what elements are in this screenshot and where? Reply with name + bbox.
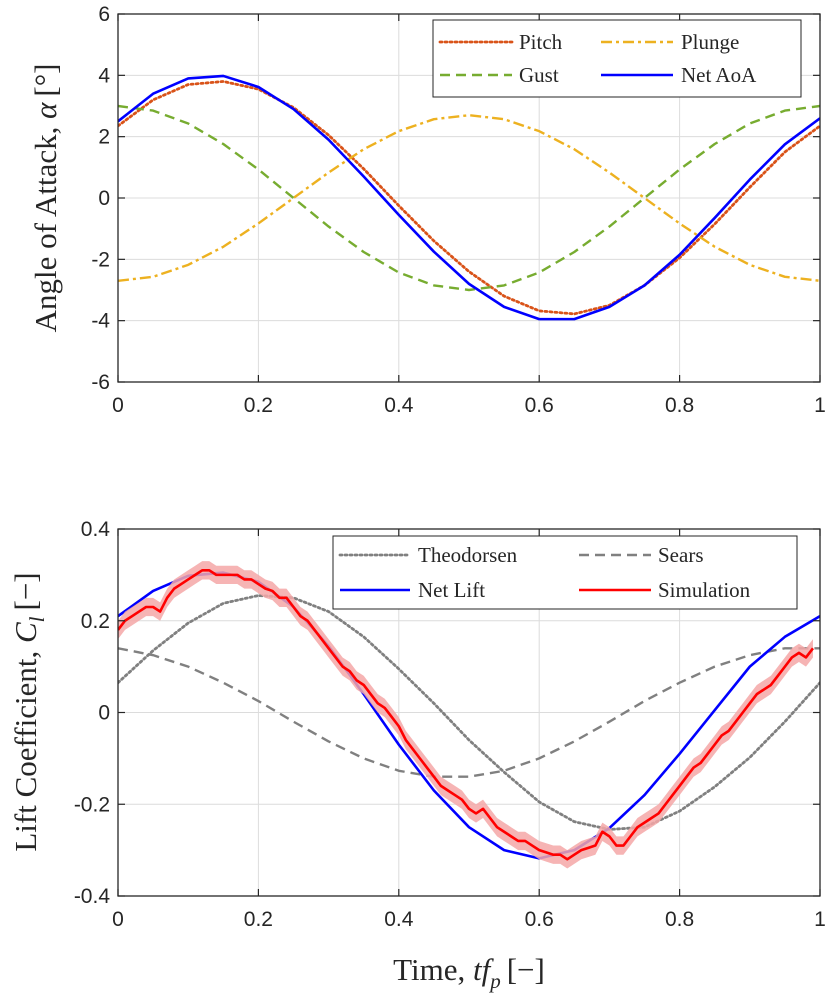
series-line-net-aoa [118, 74, 820, 321]
ticks-bottom: 0 0.2 0.4 0.6 0.8 1 -0.4 -0.2 0 0.2 0.4 [74, 518, 826, 931]
series-line-gust [118, 104, 820, 292]
x-tick-label-top: 0.4 [384, 394, 414, 417]
series-band-simulation [118, 561, 813, 869]
x-tick-label-top: 0.6 [525, 394, 554, 417]
legend-label-plunge: Plunge [681, 30, 739, 54]
legend-label-net-lift: Net Lift [418, 578, 485, 602]
y-tick-label-top: 4 [98, 64, 110, 87]
x-tick-label-bottom: 0.6 [525, 908, 554, 931]
legend-top: Pitch Plunge Gust Net AoA [432, 19, 802, 98]
series-group-top [118, 74, 820, 321]
x-tick-label-top: 0 [112, 394, 124, 417]
x-tick-label-bottom: 0.2 [244, 908, 273, 931]
y-tick-label-bottom: 0 [98, 702, 110, 725]
x-tick-label-top: 0.8 [665, 394, 694, 417]
x-tick-label-bottom: 0 [112, 908, 124, 931]
series-line-simulation [118, 568, 815, 861]
x-tick-label-bottom: 0.8 [665, 908, 694, 931]
y-tick-label-bottom: 0.2 [81, 610, 110, 633]
ticks-top: 0 0.2 0.4 0.6 0.8 1 -6 -4 -2 0 2 4 6 [91, 3, 826, 417]
legend-box-bottom [332, 535, 798, 610]
series-line-theodorsen [118, 594, 820, 831]
legend-bottom: Theodorsen Sears Net Lift Simulation [332, 535, 798, 610]
y-tick-label-top: -6 [91, 371, 110, 394]
y-axis-label-top: Angle of Attack, α[°] [28, 64, 63, 333]
y-tick-label-top: 2 [98, 126, 110, 149]
x-axis-label: Time, tfp [−] [393, 952, 545, 993]
x-tick-label-bottom: 0.4 [384, 908, 414, 931]
y-tick-label-bottom: -0.4 [74, 885, 111, 908]
y-tick-label-bottom: 0.4 [81, 518, 111, 541]
legend-label-pitch: Pitch [519, 30, 563, 54]
y-tick-label-top: -4 [91, 310, 110, 333]
series-line-plunge [118, 113, 820, 282]
legend-box-top [432, 19, 802, 98]
legend-label-gust: Gust [519, 63, 559, 87]
y-tick-label-bottom: -0.2 [74, 793, 110, 816]
legend-label-net-aoa: Net AoA [681, 63, 757, 87]
x-tick-label-top: 1 [814, 394, 826, 417]
y-tick-label-top: 0 [98, 187, 110, 210]
x-tick-label-bottom: 1 [814, 908, 826, 931]
lift-coefficient-plot: 0 0.2 0.4 0.6 0.8 1 -0.4 -0.2 0 0.2 0.4 Lift Coeff… [8, 518, 826, 931]
x-tick-label-top: 0.2 [244, 394, 273, 417]
legend-label-sears: Sears [658, 543, 704, 567]
y-tick-label-top: 6 [98, 3, 110, 26]
angle-of-attack-plot: 0 0.2 0.4 0.6 0.8 1 -6 -4 -2 0 2 4 6 Angle of Attack… [28, 3, 826, 417]
series-group-bottom [118, 561, 820, 869]
legend-label-theodorsen: Theodorsen [418, 543, 518, 567]
series-line-pitch [118, 80, 820, 316]
y-tick-label-top: -2 [91, 248, 110, 271]
y-axis-label-bottom: Lift Coefficient, Cl[−] [8, 572, 49, 851]
legend-label-simulation: Simulation [658, 578, 751, 602]
